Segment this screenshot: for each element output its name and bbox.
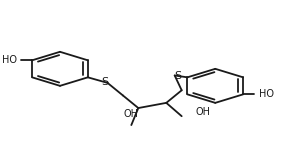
- Text: S: S: [174, 71, 181, 81]
- Text: HO: HO: [259, 89, 274, 99]
- Text: OH: OH: [124, 109, 139, 119]
- Text: S: S: [101, 77, 108, 87]
- Text: HO: HO: [2, 55, 17, 65]
- Text: OH: OH: [196, 107, 211, 117]
